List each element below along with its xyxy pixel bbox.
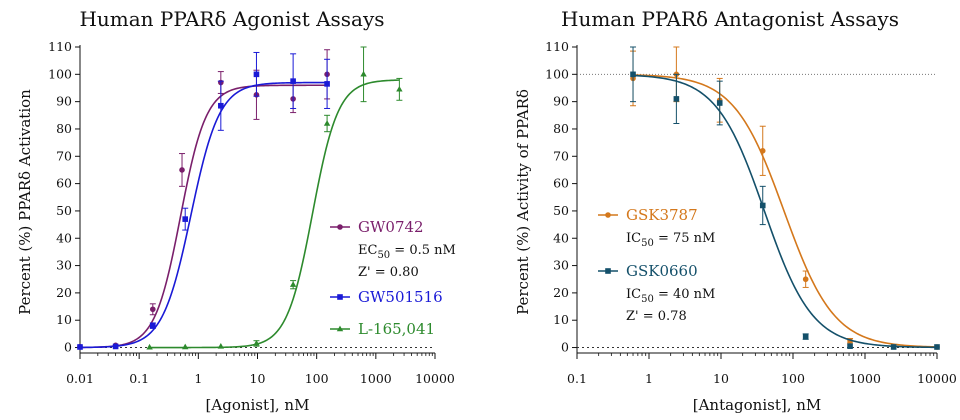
y-tick-label: 110 xyxy=(545,39,569,54)
fit-curve xyxy=(150,80,400,347)
annotation-text: EC50 = 0.5 nM xyxy=(358,243,456,261)
legend-marker xyxy=(605,212,611,218)
y-tick-label: 40 xyxy=(56,230,72,245)
data-point xyxy=(760,148,766,154)
y-tick-label: 40 xyxy=(553,230,569,245)
x-tick-label: 100 xyxy=(781,371,805,386)
annotation-text: Z' = 0.80 xyxy=(358,265,419,280)
y-tick-label: 70 xyxy=(56,148,72,163)
legend-entry: GSK3787 IC50 = 75 nM xyxy=(598,206,715,249)
data-point xyxy=(803,276,809,282)
y-axis-label: Percent (%) PPARδ Activation xyxy=(16,89,34,315)
data-point xyxy=(150,306,156,312)
data-point xyxy=(760,203,766,209)
data-point xyxy=(360,71,366,77)
x-axis-label: [Antagonist], nM xyxy=(693,396,822,414)
y-tick-label: 100 xyxy=(48,66,72,81)
legend-entry: GW0742 EC50 = 0.5 nM Z' = 0.80 xyxy=(330,218,456,280)
annotation-text: IC50 = 40 nM xyxy=(626,287,715,305)
x-tick-label: 10 xyxy=(250,371,266,386)
data-point xyxy=(674,96,680,102)
chart-panel-antagonist: Human PPARδ Antagonist Assays 0 10 20 30 40 50… xyxy=(514,7,957,414)
y-tick-label: 70 xyxy=(553,148,569,163)
legend-label: GSK0660 xyxy=(626,262,698,280)
y-tick-label: 90 xyxy=(56,94,72,109)
data-point xyxy=(290,78,296,84)
y-tick-label: 100 xyxy=(545,66,569,81)
x-tick-label: 10000 xyxy=(917,371,957,386)
x-tick-label: 10000 xyxy=(415,371,455,386)
legend-entry: L-165,041 xyxy=(330,320,435,338)
x-axis-label: [Agonist], nM xyxy=(206,396,310,414)
data-point xyxy=(324,81,330,87)
chart-title: Human PPARδ Antagonist Assays xyxy=(561,7,899,31)
x-tick-label: 0.1 xyxy=(567,371,587,386)
y-tick-label: 60 xyxy=(553,176,569,191)
x-tick-label: 1000 xyxy=(360,371,392,386)
y-tick-label: 30 xyxy=(553,258,569,273)
x-tick-label: 0.01 xyxy=(66,371,94,386)
legend-label: L-165,041 xyxy=(358,320,435,338)
x-tick-label: 10 xyxy=(713,371,729,386)
y-tick-label: 30 xyxy=(56,258,72,273)
legend-marker xyxy=(337,294,343,300)
data-point xyxy=(77,344,83,350)
x-tick-label: 1 xyxy=(645,371,653,386)
data-point xyxy=(150,323,156,329)
legend-marker xyxy=(605,268,611,274)
y-axis-label: Percent (%) Activity of PPARδ xyxy=(514,89,532,315)
data-point xyxy=(182,216,188,222)
y-tick-label: 50 xyxy=(56,203,72,218)
data-point xyxy=(630,72,636,78)
data-point xyxy=(113,344,119,350)
y-tick-label: 90 xyxy=(553,94,569,109)
legend-entry: GW501516 xyxy=(330,288,443,306)
annotation-text: Z' = 0.78 xyxy=(626,309,687,324)
y-tick-label: 80 xyxy=(553,121,569,136)
data-point xyxy=(324,120,330,126)
legend-label: GW501516 xyxy=(358,288,443,306)
x-tick-label: 0.1 xyxy=(129,371,149,386)
data-point xyxy=(146,344,152,350)
y-tick-label: 60 xyxy=(56,176,72,191)
legend-label: GW0742 xyxy=(358,218,424,236)
data-point xyxy=(396,86,402,92)
series-gsk0660 xyxy=(630,47,940,350)
y-tick-label: 10 xyxy=(56,312,72,327)
y-tick-label: 0 xyxy=(561,340,569,355)
data-point xyxy=(218,343,224,349)
legend-entry: GSK0660 IC50 = 40 nM Z' = 0.78 xyxy=(598,262,715,324)
data-point xyxy=(290,281,296,287)
y-tick-label: 80 xyxy=(56,121,72,136)
series-gw0742 xyxy=(77,50,330,350)
data-point xyxy=(891,344,897,350)
data-point xyxy=(218,103,224,109)
chart-panel-agonist: Human PPARδ Agonist Assays 0 10 20 30 40 50 60 7… xyxy=(16,7,456,414)
annotation-text: IC50 = 75 nM xyxy=(626,231,715,249)
data-point xyxy=(254,72,260,78)
legend-marker xyxy=(337,224,343,230)
data-point xyxy=(934,344,940,350)
data-point xyxy=(847,343,853,349)
data-point xyxy=(179,167,185,173)
chart-title: Human PPARδ Agonist Assays xyxy=(79,7,384,31)
data-point xyxy=(803,334,809,340)
x-tick-label: 1000 xyxy=(849,371,881,386)
y-tick-label: 20 xyxy=(56,285,72,300)
x-tick-label: 100 xyxy=(305,371,329,386)
y-tick-label: 10 xyxy=(553,312,569,327)
y-tick-label: 0 xyxy=(64,340,72,355)
x-tick-label: 1 xyxy=(194,371,202,386)
y-tick-label: 20 xyxy=(553,285,569,300)
y-tick-label: 50 xyxy=(553,203,569,218)
data-point xyxy=(182,344,188,350)
legend-label: GSK3787 xyxy=(626,206,698,224)
data-point xyxy=(717,100,723,106)
y-tick-label: 110 xyxy=(48,39,72,54)
